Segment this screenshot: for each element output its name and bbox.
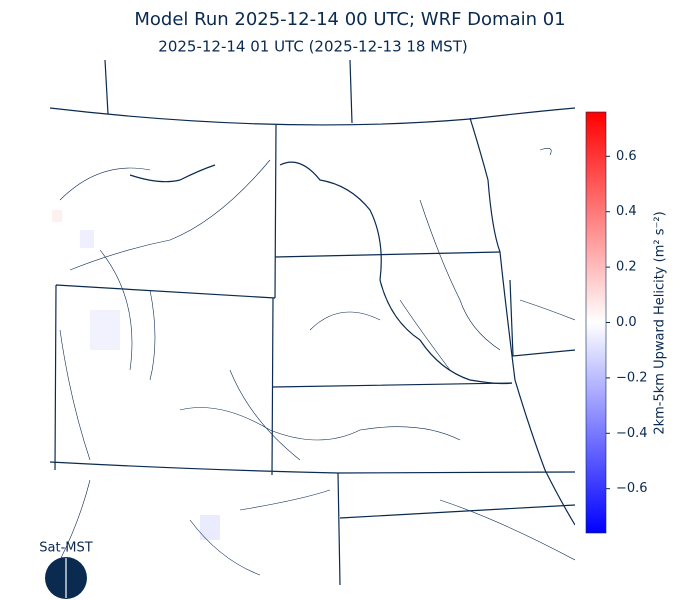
colorbar-tick-label: 0.0 [616, 315, 637, 330]
subtitle: 2025-12-14 01 UTC (2025-12-13 18 MST) [158, 38, 467, 56]
colorbar-label: 2km-5km Upward Helicity (m² s⁻²) [653, 211, 668, 434]
colorbar-tick-label: −0.2 [616, 370, 648, 385]
colorbar-tick-label: −0.6 [616, 481, 648, 496]
title: Model Run 2025-12-14 00 UTC; WRF Domain … [134, 9, 565, 30]
colorbar-tick-label: 0.2 [616, 260, 637, 275]
colorbar-tick-label: −0.4 [616, 426, 648, 441]
badge-label: Sat-MST [39, 541, 92, 556]
colorbar [585, 111, 607, 534]
map [50, 60, 575, 585]
colorbar-tick-label: 0.4 [616, 204, 637, 219]
colorbar-tick-label: 0.6 [616, 149, 637, 164]
